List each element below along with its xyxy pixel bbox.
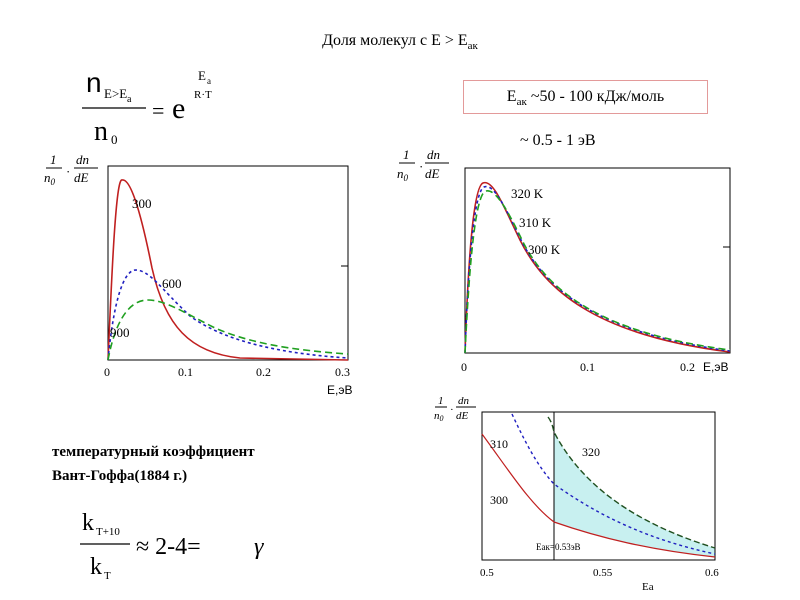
chart3-series-300 xyxy=(481,433,716,558)
chart1-ylabel-n0: n0 xyxy=(44,170,56,187)
svg-text:·: · xyxy=(419,159,423,174)
chart3-ylabel-one: 1 xyxy=(438,395,444,407)
formula-base: e xyxy=(172,92,185,125)
chart1-xtick-0: 0 xyxy=(104,365,110,379)
chart3-label-300: 300 xyxy=(490,493,508,507)
activation-energy-box: Eак ~50 - 100 кДж/моль xyxy=(463,80,708,114)
boltzmann-fraction-formula: n E>E a n 0 = e E a R·T xyxy=(82,67,212,147)
ea-prefix: E xyxy=(506,88,517,105)
svg-text:·: · xyxy=(66,164,70,179)
chart2-ylabel-de: dE xyxy=(425,166,440,181)
chart1-series-900 xyxy=(107,299,349,361)
chart3-xtick-2: 0.6 xyxy=(705,567,719,579)
chart2-xlabel: E,эВ xyxy=(703,360,728,374)
chart2-series-310 xyxy=(464,185,731,354)
vh-denominator: k xyxy=(90,554,102,580)
vh-numerator: k xyxy=(82,510,94,536)
ea-subscript: ак xyxy=(516,96,527,108)
chart1-xlabel: E,эВ xyxy=(327,383,352,397)
chart3-shaded-area xyxy=(554,432,715,557)
vh-gamma: γ xyxy=(254,534,264,560)
title-text: Доля молекул с E > E xyxy=(322,32,468,49)
chart1-series-600 xyxy=(107,269,349,361)
chart3-series-310 xyxy=(511,413,716,555)
formula-denominator-sub: 0 xyxy=(111,132,118,147)
chart3-ylabel-dn: dn xyxy=(458,395,470,407)
chart3-label-320: 320 xyxy=(582,445,600,459)
formula-exp-num: E xyxy=(198,68,206,83)
chart1-frame xyxy=(107,165,349,361)
chart3-ylabel-n0: n0 xyxy=(434,410,444,423)
chart2-xtick-0: 0 xyxy=(461,360,467,374)
chart-temperature-comparison: 1 n0 · dn dE 320 K 310 K 300 K 0 0.1 0.2… xyxy=(397,147,731,374)
chart1-label-900: 900 xyxy=(110,325,130,340)
formula-exp-den: R·T xyxy=(194,89,212,101)
chart2-label-300: 300 K xyxy=(528,242,561,257)
vh-numerator-sub: T+10 xyxy=(96,526,120,538)
chart1-label-600: 600 xyxy=(162,276,182,291)
title-subscript: ак xyxy=(467,40,478,52)
chart3-label-310: 310 xyxy=(490,437,508,451)
chart1-xtick-1: 0.1 xyxy=(178,365,193,379)
chart3-ylabel-de: dE xyxy=(456,410,469,422)
chart2-ylabel-one: 1 xyxy=(403,147,410,162)
chart1-xtick-3: 0.3 xyxy=(335,365,350,379)
chart1-ylabel-de: dE xyxy=(74,170,89,185)
chart3-xlabel: Ea xyxy=(642,581,654,593)
vh-denominator-sub: T xyxy=(104,570,111,582)
formula-equals: = xyxy=(152,98,164,123)
chart-tail-activation-area: 1 n0 · dn dE 310 320 300 Eак=0.53эВ 0.5 … xyxy=(434,395,719,593)
vant-hoff-formula: k T+10 k T ≈ 2-4= γ xyxy=(80,510,264,582)
chart2-ylabel-dn: dn xyxy=(427,147,440,162)
chart1-ylabel-one: 1 xyxy=(50,152,57,167)
vant-hoff-line1: температурный коэффициент xyxy=(52,444,255,460)
ea-text: ~50 - 100 кДж/моль xyxy=(526,88,665,105)
chart1-series-300 xyxy=(107,179,349,361)
chart2-frame xyxy=(464,167,731,354)
formula-numerator: n xyxy=(86,67,102,98)
formula-denominator: n xyxy=(94,116,108,147)
svg-text:·: · xyxy=(450,404,454,416)
ev-range: ~ 0.5 - 1 эВ xyxy=(520,132,596,149)
page-title: Доля молекул с E > Eак xyxy=(0,32,800,52)
chart-temperature-distribution: 1 n0 · dn dE 300 600 900 0 0.1 0.2 0.3 E… xyxy=(44,152,352,397)
chart3-series-320 xyxy=(547,416,716,549)
chart3-xtick-0: 0.5 xyxy=(480,567,494,579)
formula-numerator-sub: E>E xyxy=(104,86,127,101)
formula-exp-num-sub: a xyxy=(207,76,211,86)
vant-hoff-caption: температурный коэффициент Вант-Гоффа(188… xyxy=(52,440,255,488)
chart1-ylabel-dn: dn xyxy=(76,152,89,167)
chart1-xtick-2: 0.2 xyxy=(256,365,271,379)
chart2-ylabel-n0: n0 xyxy=(397,166,409,183)
chart1-label-300: 300 xyxy=(132,196,152,211)
chart2-series-320 xyxy=(464,190,731,354)
chart2-xtick-1: 0.1 xyxy=(580,360,595,374)
formula-numerator-sub2: a xyxy=(127,94,132,105)
chart3-frame xyxy=(481,411,716,561)
chart2-label-310: 310 K xyxy=(519,215,552,230)
chart2-label-320: 320 K xyxy=(511,186,544,201)
vant-hoff-line2: Вант-Гоффа(1884 г.) xyxy=(52,468,188,484)
chart2-xtick-2: 0.2 xyxy=(680,360,695,374)
chart3-marker-label: Eак=0.53эВ xyxy=(536,542,581,552)
chart3-xtick-1: 0.55 xyxy=(593,567,613,579)
vh-expression: ≈ 2-4= xyxy=(136,534,201,560)
